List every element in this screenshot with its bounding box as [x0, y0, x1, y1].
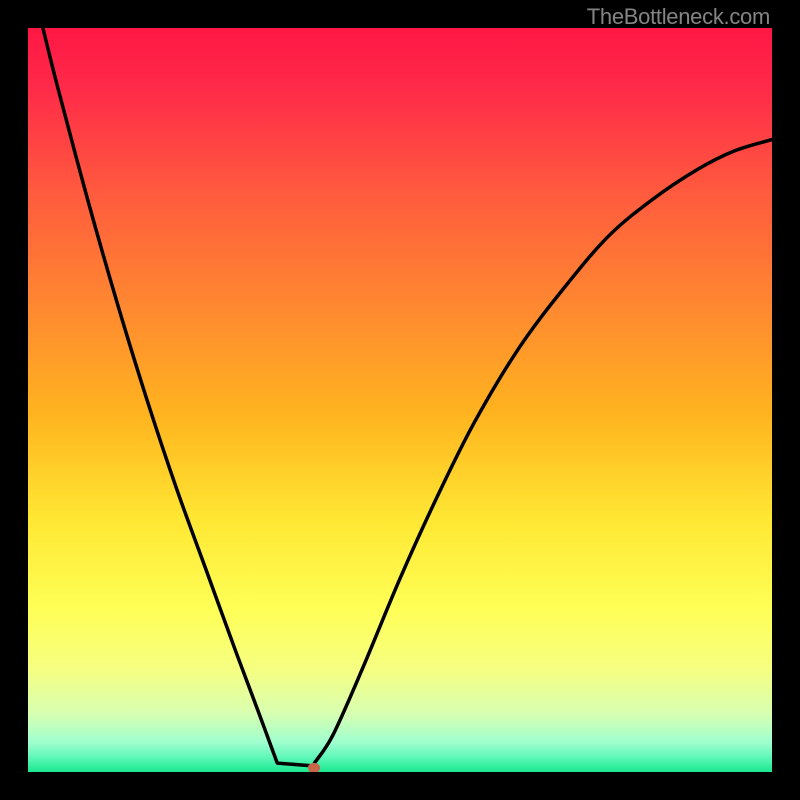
optimal-point-marker	[308, 763, 320, 772]
plot-area	[28, 28, 772, 772]
source-watermark: TheBottleneck.com	[587, 4, 770, 30]
heat-gradient-background	[28, 28, 772, 772]
